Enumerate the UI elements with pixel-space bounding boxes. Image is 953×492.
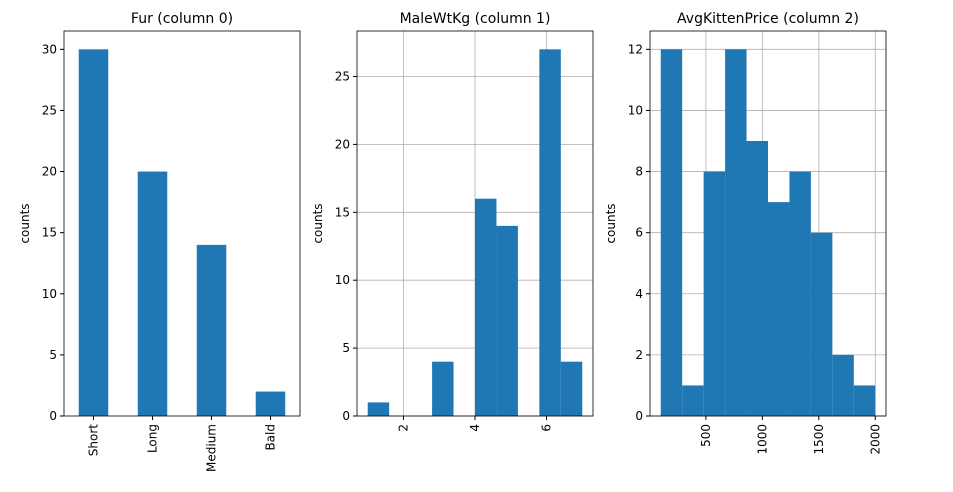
y-tick-label: 0 — [342, 409, 350, 423]
y-tick-label: 25 — [335, 69, 350, 83]
histogram-bar — [367, 402, 390, 416]
histogram-bar — [853, 385, 876, 416]
bar — [78, 49, 109, 416]
y-tick-label: 6 — [635, 226, 643, 240]
x-tick-label: 4 — [468, 424, 482, 432]
y-axis-label: counts — [311, 203, 325, 243]
y-tick-label: 5 — [342, 341, 350, 355]
x-tick-label: 1000 — [755, 424, 769, 455]
histogram-bar — [832, 354, 854, 416]
x-tick-label: 2000 — [868, 424, 882, 455]
y-tick-label: 25 — [42, 103, 57, 117]
bar — [137, 171, 168, 416]
subplot: Fur (column 0) counts 0 5 10 15 20 25 30 Short Lon… — [18, 11, 301, 472]
x-tick-label: Long — [146, 424, 160, 453]
x-tick-label: 2 — [396, 424, 410, 432]
x-tick-label: 6 — [540, 424, 554, 432]
x-tick-label: Bald — [264, 424, 278, 451]
histogram-bar — [539, 49, 561, 416]
histogram-bar — [496, 225, 518, 416]
histogram-bar — [660, 49, 683, 416]
x-tick-label: Short — [87, 424, 101, 456]
bar — [255, 391, 286, 416]
y-tick-label: 10 — [628, 103, 643, 117]
histogram-bar — [789, 171, 811, 416]
axes-frame — [649, 30, 887, 417]
y-tick-label: 30 — [42, 42, 57, 56]
y-tick-label: 20 — [335, 137, 350, 151]
y-tick-label: 0 — [49, 409, 57, 423]
axes-frame — [356, 30, 594, 417]
histogram-bar — [703, 171, 726, 416]
y-tick-label: 20 — [42, 165, 57, 179]
histogram-bar — [475, 198, 497, 416]
subplot: MaleWtKg (column 1) counts 0 5 10 15 20 25 2 4 6 — [311, 11, 594, 432]
y-tick-label: 8 — [635, 165, 643, 179]
histogram-bar — [725, 49, 747, 416]
histogram-bar — [432, 361, 454, 416]
y-tick-label: 10 — [335, 273, 350, 287]
y-tick-label: 10 — [42, 287, 57, 301]
y-tick-label: 0 — [635, 409, 643, 423]
histogram-bar — [768, 202, 790, 416]
histogram-bar — [746, 141, 768, 416]
subplot-title: AvgKittenPrice (column 2) — [677, 11, 859, 27]
bar — [196, 244, 227, 416]
histogram-bar — [560, 361, 583, 416]
subplot: AvgKittenPrice (column 2) counts 0 2 4 6 8 10 12… — [604, 11, 887, 455]
y-tick-label: 5 — [49, 348, 57, 362]
y-axis-label: counts — [18, 203, 32, 243]
x-tick-label: Medium — [205, 424, 219, 472]
histogram-bar — [810, 232, 833, 416]
y-tick-label: 4 — [635, 287, 643, 301]
y-tick-label: 12 — [628, 42, 643, 56]
y-tick-label: 15 — [42, 226, 57, 240]
y-axis-label: counts — [604, 203, 618, 243]
y-tick-label: 2 — [635, 348, 643, 362]
axes-frame — [63, 30, 301, 417]
histogram-bar — [682, 385, 704, 416]
x-tick-label: 1500 — [812, 424, 826, 455]
x-tick-label: 500 — [699, 424, 713, 447]
y-tick-label: 15 — [335, 205, 350, 219]
subplot-title: Fur (column 0) — [131, 11, 233, 27]
subplot-title: MaleWtKg (column 1) — [400, 11, 551, 27]
